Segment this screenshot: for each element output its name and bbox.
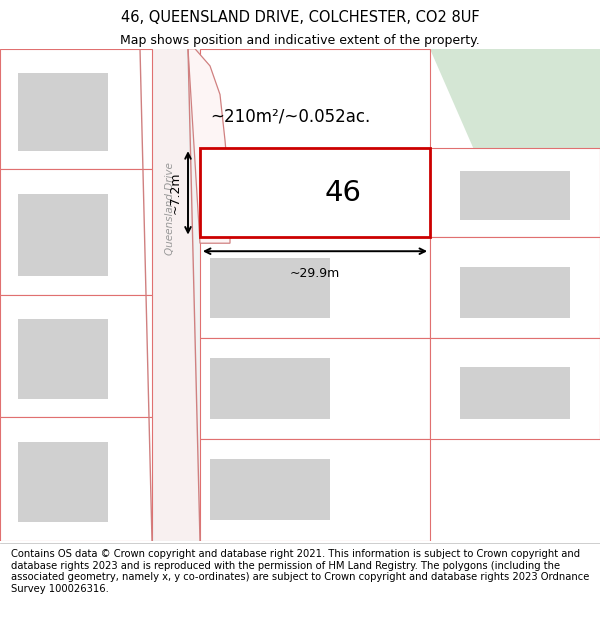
Polygon shape xyxy=(188,49,230,243)
Bar xyxy=(460,171,570,219)
Text: 46: 46 xyxy=(324,179,361,207)
Text: 46, QUEENSLAND DRIVE, COLCHESTER, CO2 8UF: 46, QUEENSLAND DRIVE, COLCHESTER, CO2 8U… xyxy=(121,10,479,25)
Text: Map shows position and indicative extent of the property.: Map shows position and indicative extent… xyxy=(120,34,480,47)
Bar xyxy=(0,417,152,541)
Bar xyxy=(430,338,600,439)
Bar xyxy=(210,258,330,318)
Bar xyxy=(18,319,108,399)
Bar xyxy=(200,148,430,238)
Text: ~210m²/~0.052ac.: ~210m²/~0.052ac. xyxy=(210,107,370,125)
Bar xyxy=(200,338,430,439)
Bar xyxy=(0,294,152,417)
Bar xyxy=(0,169,152,294)
Text: ~7.2m: ~7.2m xyxy=(169,172,182,214)
Bar xyxy=(0,49,152,169)
Bar xyxy=(210,358,330,419)
Bar xyxy=(430,238,600,338)
Bar xyxy=(460,266,570,318)
Bar xyxy=(0,49,200,541)
Bar xyxy=(203,153,298,233)
Bar xyxy=(200,49,430,148)
Bar xyxy=(430,148,600,238)
Bar xyxy=(460,368,570,419)
Bar xyxy=(18,72,108,151)
Text: Contains OS data © Crown copyright and database right 2021. This information is : Contains OS data © Crown copyright and d… xyxy=(11,549,589,594)
Bar xyxy=(200,238,430,338)
Bar xyxy=(18,194,108,276)
Bar xyxy=(18,442,108,522)
Polygon shape xyxy=(145,49,200,541)
Polygon shape xyxy=(430,49,600,254)
Bar xyxy=(200,439,430,541)
Text: Queensland Drive: Queensland Drive xyxy=(165,162,175,256)
Bar xyxy=(210,459,330,520)
Text: ~29.9m: ~29.9m xyxy=(290,268,340,280)
